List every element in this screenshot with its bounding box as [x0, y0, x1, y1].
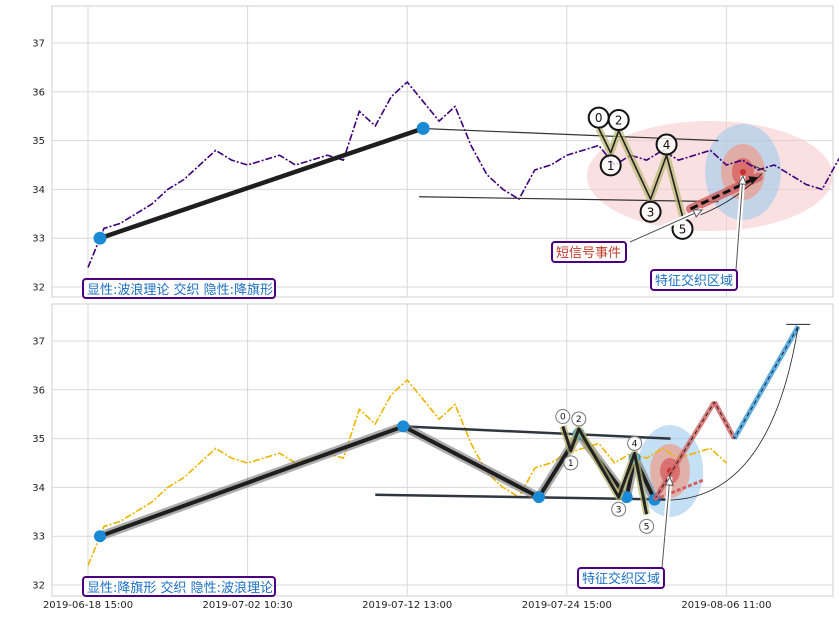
pattern-point-label: 4: [663, 138, 671, 152]
wave-point: [532, 491, 545, 504]
pattern-point-label: 5: [679, 222, 687, 236]
pattern-point-marker: [655, 133, 678, 156]
x-tick-label: 2019-08-06 11:00: [681, 600, 771, 611]
top-feature-zone-box: 特征交织区域: [650, 269, 738, 291]
pattern-point-label: 3: [647, 205, 655, 219]
pattern-point-marker: [563, 455, 579, 471]
pattern-point-label: 4: [632, 440, 638, 450]
pattern-point-marker: [571, 411, 587, 427]
pattern-point-marker: [599, 154, 622, 177]
bottom-annotation-box: 显性:降旗形 交织 隐性:波浪理论: [82, 576, 276, 597]
y-tick-label: 36: [32, 87, 45, 98]
y-tick-label: 35: [32, 136, 45, 147]
wave-line: [99, 126, 424, 241]
pattern-point-marker: [607, 109, 630, 132]
y-tick-label: 35: [32, 434, 45, 445]
y-tick-label: 37: [32, 39, 45, 50]
pattern-point-label: 1: [607, 159, 615, 173]
wave-point: [93, 231, 107, 245]
price-series-line: [87, 378, 727, 566]
price-series-line: [87, 80, 839, 268]
y-tick-label: 32: [32, 283, 45, 294]
y-tick-label: 33: [32, 234, 45, 245]
x-tick-label: 2019-07-12 13:00: [362, 600, 452, 611]
bottom-zone-arrow-head: [664, 475, 674, 486]
projection-short: [654, 478, 706, 501]
flag-trendline: [419, 196, 719, 203]
pattern-point-label: 5: [644, 523, 650, 533]
pattern-point-label: 1: [568, 459, 574, 469]
pattern-path: [561, 425, 649, 515]
y-tick-label: 34: [32, 483, 45, 494]
pattern-path: [598, 128, 684, 217]
flag-trendline: [403, 425, 671, 440]
projection-path: [654, 326, 799, 500]
bottom-zone-arrow-outline: [661, 476, 671, 569]
x-tick-label: 2019-06-18 15:00: [43, 600, 133, 611]
signal-arrow-head: [748, 176, 759, 185]
pattern-point-marker: [555, 409, 571, 424]
wave-point: [620, 491, 633, 504]
pattern-point-marker: [627, 435, 643, 451]
interaction-zone-center: [740, 169, 746, 175]
top-zone-arrow-outline: [735, 175, 744, 271]
pattern-point-marker: [611, 501, 627, 517]
wave-point: [416, 121, 430, 135]
pattern-point-label: 2: [615, 114, 623, 128]
pattern-point-label: 0: [560, 413, 566, 423]
bottom-pattern-label: 显性:降旗形 交织 隐性:波浪理论: [87, 580, 273, 596]
y-tick-label: 36: [32, 385, 45, 396]
pattern-point-label: 0: [595, 111, 603, 125]
top-zone-arrow-head: [737, 174, 748, 185]
short-signal-label: 短信号事件: [556, 246, 621, 261]
y-tick-label: 34: [32, 185, 45, 196]
short-signal-arrow-head: [692, 209, 704, 218]
bottom-feature-zone-box: 特征交织区域: [577, 567, 665, 589]
top-annotation-box: 显性:波浪理论 交织 隐性:降旗形: [82, 278, 276, 299]
pattern-point-label: 2: [576, 415, 582, 425]
signal-cap: [752, 164, 767, 172]
pattern-point-marker: [639, 200, 662, 223]
bottom-feature-zone-label: 特征交织区域: [582, 571, 660, 587]
y-tick-label: 37: [32, 337, 45, 348]
projection-curve: [654, 326, 799, 501]
top-pattern-label: 显性:波浪理论 交织 隐性:降旗形: [87, 282, 273, 298]
wave-point: [93, 530, 106, 543]
wave-point: [397, 420, 410, 433]
pattern-point-marker: [639, 518, 655, 534]
x-tick-label: 2019-07-24 15:00: [522, 600, 612, 611]
short-signal-box: 短信号事件: [551, 241, 627, 263]
y-tick-label: 33: [32, 532, 45, 543]
y-tick-label: 32: [32, 581, 45, 592]
pattern-point-label: 3: [616, 505, 622, 515]
short-signal-arrow-outline: [629, 209, 703, 243]
signal-curve: [700, 172, 763, 216]
top-feature-zone-label: 特征交织区域: [655, 273, 733, 289]
x-tick-label: 2019-07-02 10:30: [203, 600, 293, 611]
